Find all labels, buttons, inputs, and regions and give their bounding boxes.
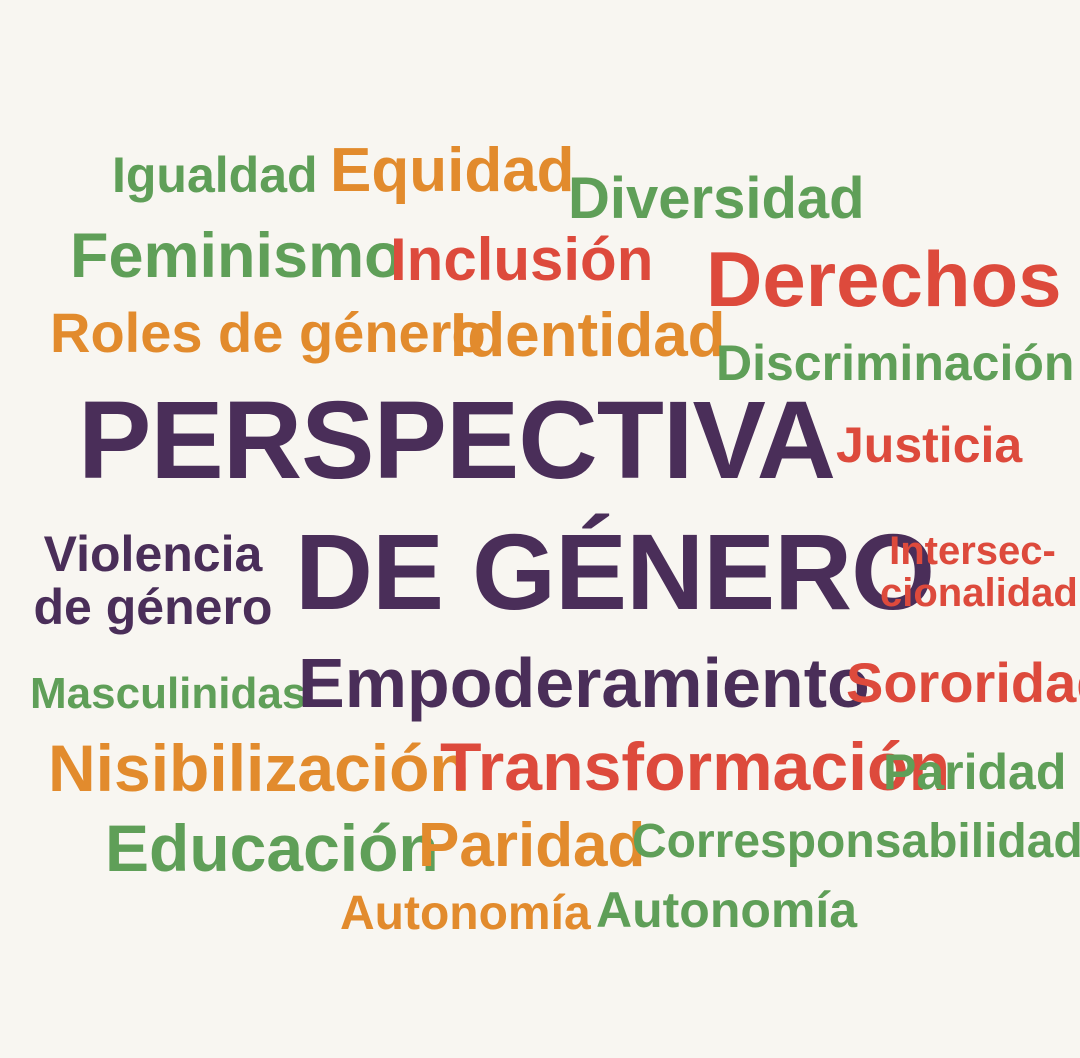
word-violencia-de-genero: Violencia de género xyxy=(28,528,278,633)
word-corresponsabilidad: Corresponsabilidad xyxy=(632,815,1080,868)
violencia-line-2: de género xyxy=(33,578,273,635)
word-paridad-orange: Paridad xyxy=(418,811,646,880)
word-inclusion: Inclusión xyxy=(390,226,654,293)
word-educacion: Educación xyxy=(105,811,439,885)
word-equidad: Equidad xyxy=(330,136,575,205)
word-igualdad: Igualdad xyxy=(112,147,318,203)
word-diversidad: Diversidad xyxy=(568,166,865,231)
intersec-line-2: cionalidad xyxy=(880,571,1078,615)
word-empoderamiento: Empoderamiento xyxy=(298,644,870,722)
word-justicia: Justicia xyxy=(836,417,1023,473)
violencia-line-1: Violencia xyxy=(43,526,263,582)
word-feminismo: Feminismo xyxy=(70,221,403,291)
word-derechos: Derechos xyxy=(706,235,1062,323)
word-roles-de-genero: Roles de género xyxy=(50,301,486,364)
word-transformacion: Transformación xyxy=(440,729,951,805)
intersec-line-1: Intersec- xyxy=(889,529,1056,573)
word-interseccionalidad: Intersec- cionalidad xyxy=(880,529,1078,615)
word-autonomia-green: Autonomía xyxy=(596,882,858,938)
word-paridad-green: Paridad xyxy=(883,744,1067,800)
word-masculinidades: Masculinidas xyxy=(30,669,307,718)
word-sororidad: Sororidad xyxy=(846,651,1080,714)
word-identidad: Identidad xyxy=(450,301,726,370)
word-perspectiva: PERSPECTIVA xyxy=(78,379,836,502)
word-discriminacion: Discriminación xyxy=(716,335,1075,391)
word-autonomia-orange: Autonomía xyxy=(340,887,591,940)
word-nisibilizacion: Nisibilización xyxy=(48,731,470,805)
word-de-genero: DE GÉNERO xyxy=(295,511,935,632)
